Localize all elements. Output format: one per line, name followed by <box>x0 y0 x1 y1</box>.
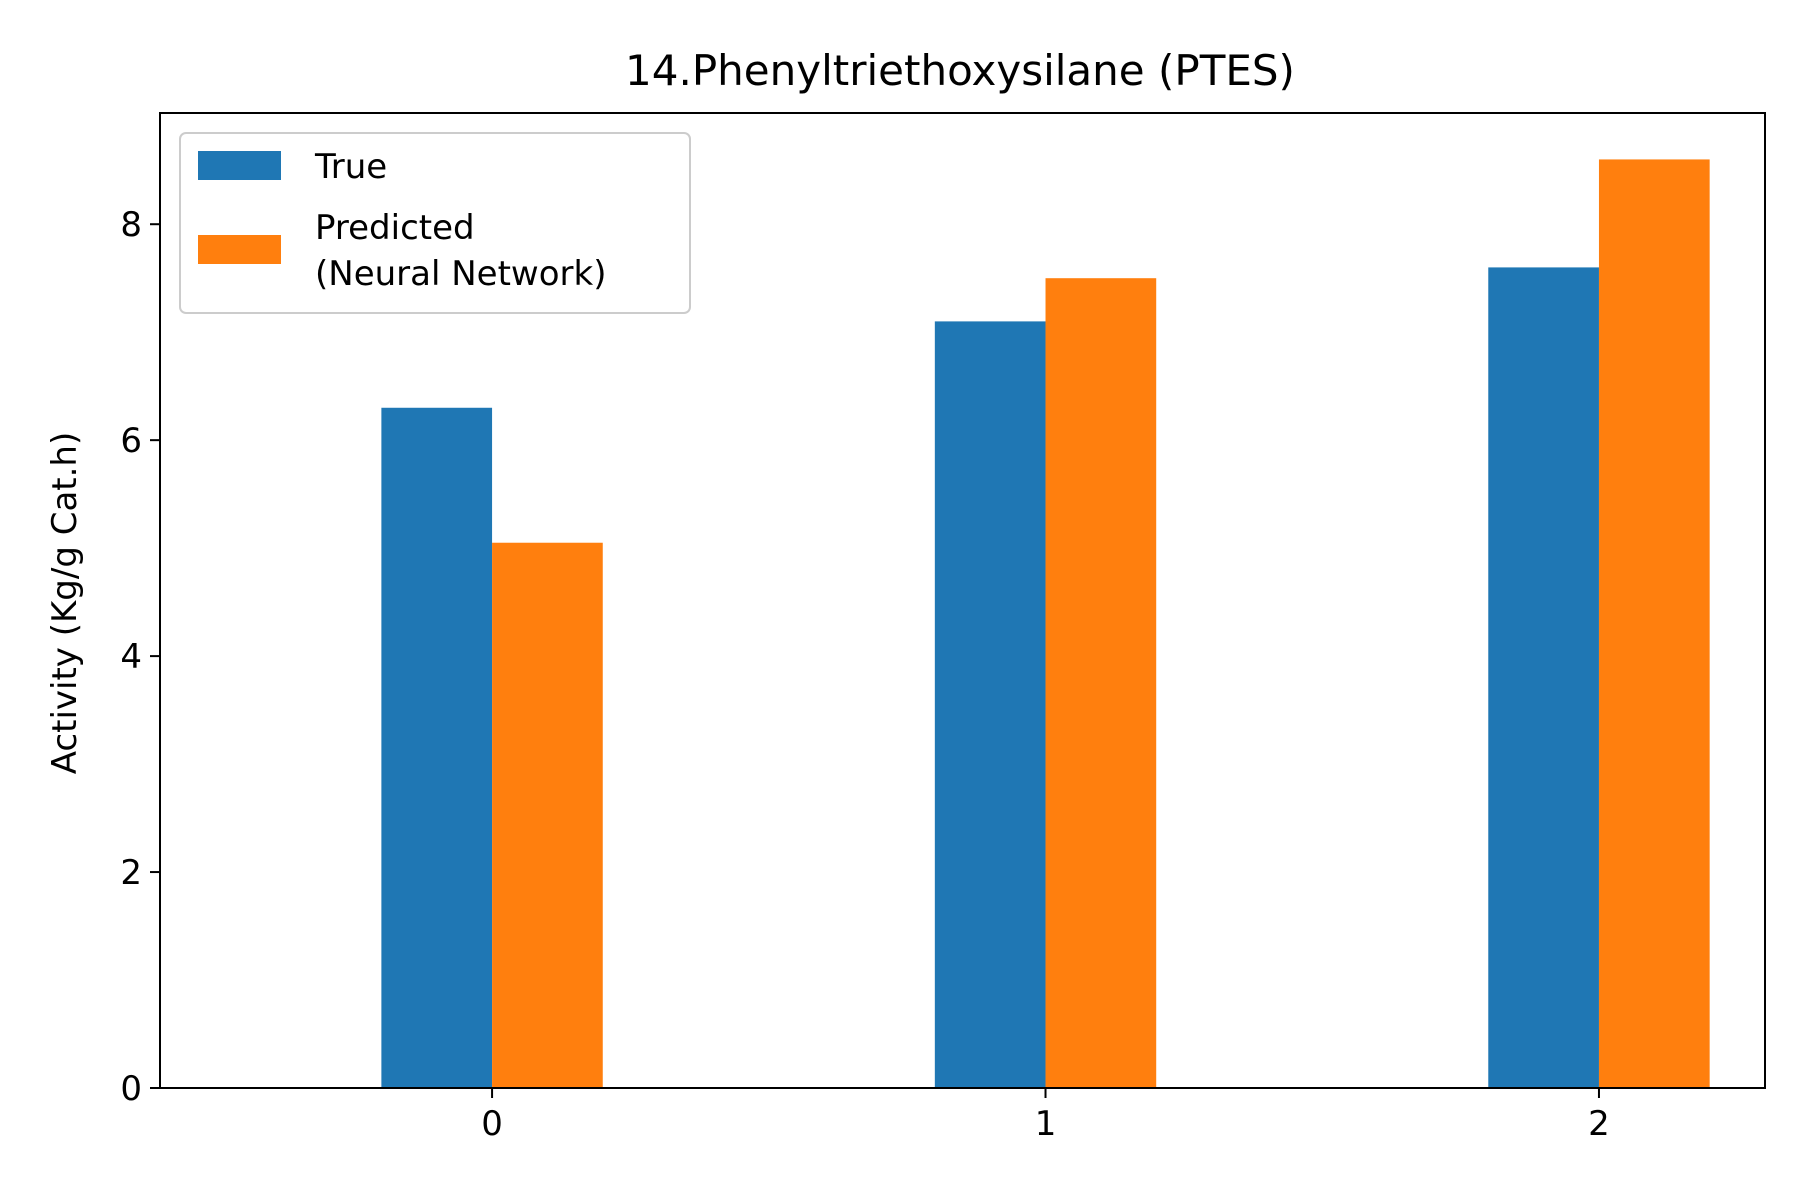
legend-swatch-true <box>198 151 281 180</box>
legend-label-predicted: Predicted (Neural Network) <box>315 208 606 294</box>
x-tick-label: 0 <box>481 1104 503 1144</box>
bar-true-2 <box>1488 267 1599 1089</box>
bar-predicted-1 <box>1045 278 1157 1088</box>
bar-true-1 <box>934 321 1046 1089</box>
y-tick-label: 0 <box>120 1069 142 1109</box>
x-tick-label: 1 <box>1035 1104 1057 1144</box>
bar-predicted-2 <box>1598 159 1710 1088</box>
bars-layer <box>381 159 1710 1089</box>
y-tick-label: 4 <box>120 637 142 677</box>
y-tick-label: 6 <box>120 421 142 461</box>
legend-swatch-predicted <box>198 235 281 264</box>
y-tick-label: 8 <box>120 205 142 245</box>
bar-predicted-0 <box>492 542 603 1088</box>
plot-frame <box>159 112 1766 1089</box>
y-axis-label: Activity (Kg/g Cat.h) <box>45 432 85 774</box>
y-tick-label: 2 <box>120 853 142 893</box>
bar-true-0 <box>381 407 493 1088</box>
legend-box <box>179 132 691 314</box>
axes-layer: 0 2 4 6 8 0 1 2 <box>120 112 1766 1144</box>
x-tick-label: 2 <box>1588 1104 1610 1144</box>
legend-label-true: True <box>314 147 387 187</box>
chart-title: 14.Phenyltriethoxysilane (PTES) <box>625 46 1295 95</box>
legend: True Predicted (Neural Network) <box>179 132 691 314</box>
